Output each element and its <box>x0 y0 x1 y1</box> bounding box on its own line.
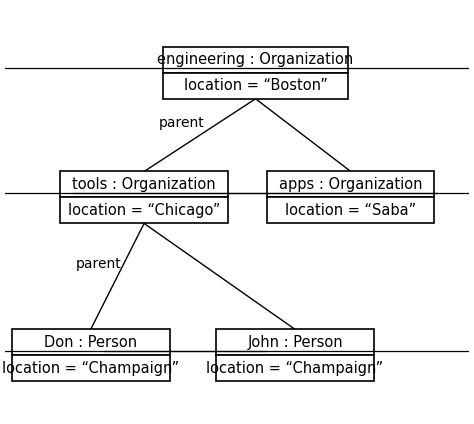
Text: parent: parent <box>158 116 204 130</box>
Text: location = “Saba”: location = “Saba” <box>285 203 417 218</box>
Bar <box>216 355 374 381</box>
Bar <box>12 329 170 355</box>
Text: parent: parent <box>76 257 122 271</box>
Text: location = “Champaign”: location = “Champaign” <box>2 361 179 376</box>
Bar <box>61 198 228 223</box>
Text: apps : Organization: apps : Organization <box>279 177 422 192</box>
Text: location = “Chicago”: location = “Chicago” <box>68 203 220 218</box>
Bar <box>61 171 228 198</box>
Bar <box>216 329 374 355</box>
Bar <box>267 198 434 223</box>
Text: tools : Organization: tools : Organization <box>72 177 216 192</box>
Text: location = “Champaign”: location = “Champaign” <box>207 361 383 376</box>
Bar <box>267 171 434 198</box>
Bar <box>163 47 348 73</box>
Bar <box>12 355 170 381</box>
Bar <box>163 73 348 99</box>
Text: Don : Person: Don : Person <box>44 335 137 350</box>
Text: engineering : Organization: engineering : Organization <box>157 52 354 67</box>
Text: location = “Boston”: location = “Boston” <box>183 78 328 93</box>
Text: John : Person: John : Person <box>247 335 343 350</box>
